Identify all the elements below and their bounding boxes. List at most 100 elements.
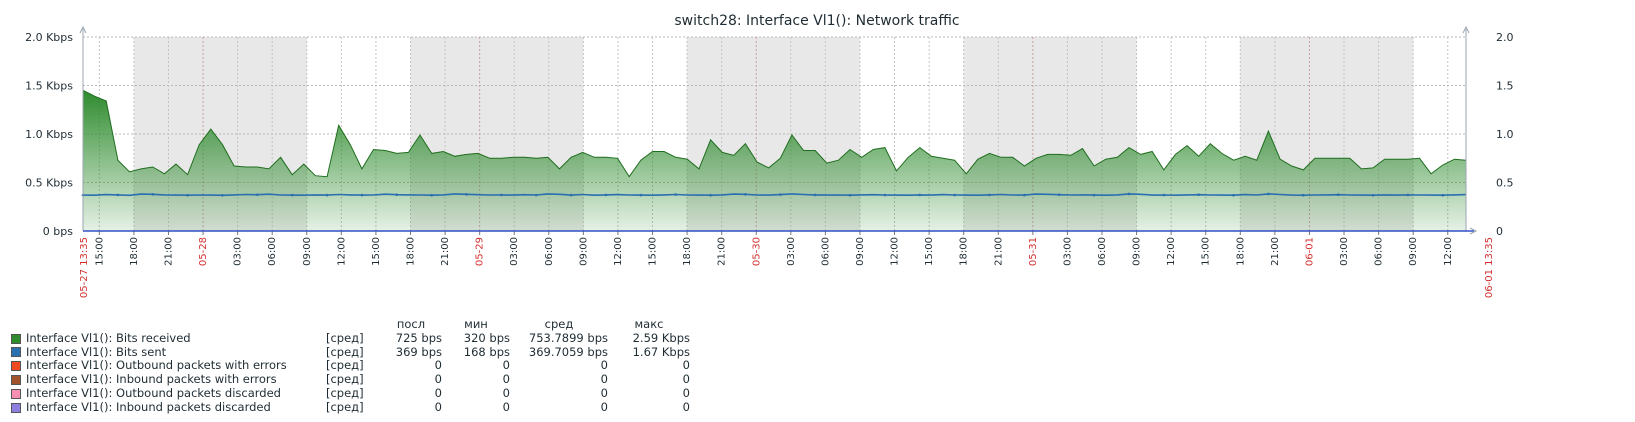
x-tick-label: 03:00 xyxy=(233,237,244,266)
legend-avg-value: 0 xyxy=(600,372,608,387)
x-tick-label: 06:00 xyxy=(267,237,278,266)
legend-series-name: Interface Vl1(): Inbound packets with er… xyxy=(26,372,277,387)
x-tick-label: 18:00 xyxy=(1235,237,1246,266)
x-tick-label: 09:00 xyxy=(1132,237,1143,266)
legend-last-value: 0 xyxy=(434,358,442,373)
x-tick-label: 03:00 xyxy=(1339,237,1350,266)
legend-item: Interface Vl1(): Outbound packets with e… xyxy=(11,359,690,373)
series-point-sent xyxy=(953,193,956,197)
series-point-sent xyxy=(186,193,189,197)
legend-series-name: Interface Vl1(): Outbound packets discar… xyxy=(26,385,281,400)
x-tick-label: 12:00 xyxy=(890,237,901,266)
x-tick-label: 05-29 xyxy=(475,237,486,266)
legend-swatch xyxy=(11,347,21,358)
x-tick-label: 15:00 xyxy=(94,237,105,266)
legend-aggregation: [сред] xyxy=(326,372,364,387)
y-right-tick-label: 2.0 xyxy=(1496,31,1514,44)
x-tick-label: 06:00 xyxy=(1374,237,1385,266)
series-point-sent xyxy=(883,193,887,197)
series-point-sent xyxy=(116,193,120,197)
series-point-sent xyxy=(1127,192,1131,196)
x-tick-label: 09:00 xyxy=(855,237,866,266)
x-tick-label: 05-28 xyxy=(198,237,209,266)
series-point-sent xyxy=(1232,193,1235,197)
series-point-sent xyxy=(395,193,399,197)
series-point-sent xyxy=(1267,192,1270,196)
series-point-sent xyxy=(674,193,678,196)
series-point-sent xyxy=(1371,193,1375,197)
y-left-tick-label: 2.0 Kbps xyxy=(25,31,73,44)
legend-item: Interface Vl1(): Outbound packets discar… xyxy=(11,385,690,401)
x-tick-label: 06-01 xyxy=(1304,237,1315,266)
y-axis-left-arrow xyxy=(79,25,87,34)
x-tick-label: 05-30 xyxy=(751,237,762,266)
y-right-tick-label: 1.5 xyxy=(1496,80,1514,93)
series-point-sent xyxy=(1092,193,1096,197)
series-point-sent xyxy=(360,193,364,197)
x-start-label: 05-27 13:35 xyxy=(79,237,90,298)
chart-title: switch28: Interface Vl1(): Network traff… xyxy=(674,13,959,29)
legend-header-avg: сред xyxy=(544,317,574,331)
series-point-sent xyxy=(779,193,782,196)
legend-swatch xyxy=(11,388,21,399)
series-point-sent xyxy=(1301,193,1305,197)
legend-last-value: 369 bps xyxy=(395,344,442,359)
legend-last-value: 0 xyxy=(434,385,442,400)
legend-header-min: мин xyxy=(464,317,488,331)
x-tick-label: 15:00 xyxy=(1201,237,1212,266)
legend-last-value: 0 xyxy=(434,399,442,414)
axis-labels: 15:00 18:00 21:00 05-28 03:00 06:00 09:00 12:00… xyxy=(25,31,1513,298)
series-point-sent xyxy=(256,193,259,197)
y-left-tick-label: 1.5 Kbps xyxy=(25,80,73,93)
legend-aggregation: [сред] xyxy=(326,344,364,359)
y-left-tick-label: 1.0 Kbps xyxy=(25,128,73,141)
x-tick-label: 18:00 xyxy=(406,237,417,266)
x-tick-label: 03:00 xyxy=(1062,237,1073,266)
series-point-sent xyxy=(1441,193,1445,197)
series-point-sent xyxy=(639,193,643,197)
legend-header-max: макс xyxy=(634,317,664,331)
legend-min-value: 0 xyxy=(502,372,510,387)
legend-item: Interface Vl1(): Bits received [сред] 725 … xyxy=(11,330,690,346)
legend-item: Interface Vl1(): Inbound packets discard… xyxy=(11,399,690,415)
x-tick-label: 03:00 xyxy=(786,237,797,266)
legend-min-value: 320 bps xyxy=(463,330,510,345)
legend-swatch xyxy=(11,375,21,386)
legend-item: Interface Vl1(): Bits sent [сред] 369 bps 1… xyxy=(11,344,690,360)
legend-avg-value: 0 xyxy=(600,399,608,414)
y-right-tick-label: 1.0 xyxy=(1496,128,1514,141)
series-point-sent xyxy=(534,193,538,197)
legend-min-value: 0 xyxy=(502,399,510,414)
series-point-sent xyxy=(151,193,155,196)
series-point-sent xyxy=(1197,193,1200,197)
legend-avg-value: 0 xyxy=(600,358,608,373)
legend-series-name: Interface Vl1(): Outbound packets with e… xyxy=(26,358,287,373)
x-tick-label: 12:00 xyxy=(1166,237,1177,266)
legend-last-value: 0 xyxy=(434,372,442,387)
x-tick-label: 18:00 xyxy=(682,237,693,266)
legend-header: посл мин сред макс xyxy=(11,317,690,332)
series-point-sent xyxy=(813,193,817,197)
x-tick-label: 12:00 xyxy=(613,237,624,266)
axes xyxy=(79,25,1478,235)
legend-max-value: 0 xyxy=(682,385,690,400)
series-point-sent xyxy=(569,193,573,197)
series-point-sent xyxy=(290,193,294,197)
x-tick-label: 18:00 xyxy=(959,237,970,266)
series-point-sent xyxy=(1057,193,1061,197)
x-tick-label: 06:00 xyxy=(1097,237,1108,266)
x-end-label: 06-01 13:35 xyxy=(1484,237,1495,298)
legend-swatch xyxy=(11,402,21,413)
series-point-sent xyxy=(848,193,852,197)
y-right-tick-label: 0.5 xyxy=(1496,177,1514,190)
y-left-tick-label: 0.5 Kbps xyxy=(25,177,73,190)
legend-avg-value: 753.7899 bps xyxy=(528,330,608,345)
series-point-sent xyxy=(1023,193,1026,197)
legend-swatch xyxy=(11,361,21,372)
legend-series-name: Interface Vl1(): Inbound packets discard… xyxy=(26,399,271,414)
x-tick-label: 21:00 xyxy=(717,237,728,266)
x-tick-label: 21:00 xyxy=(163,237,174,266)
legend-max-value: 1.67 Kbps xyxy=(632,344,690,359)
legend-avg-value: 0 xyxy=(600,385,608,400)
